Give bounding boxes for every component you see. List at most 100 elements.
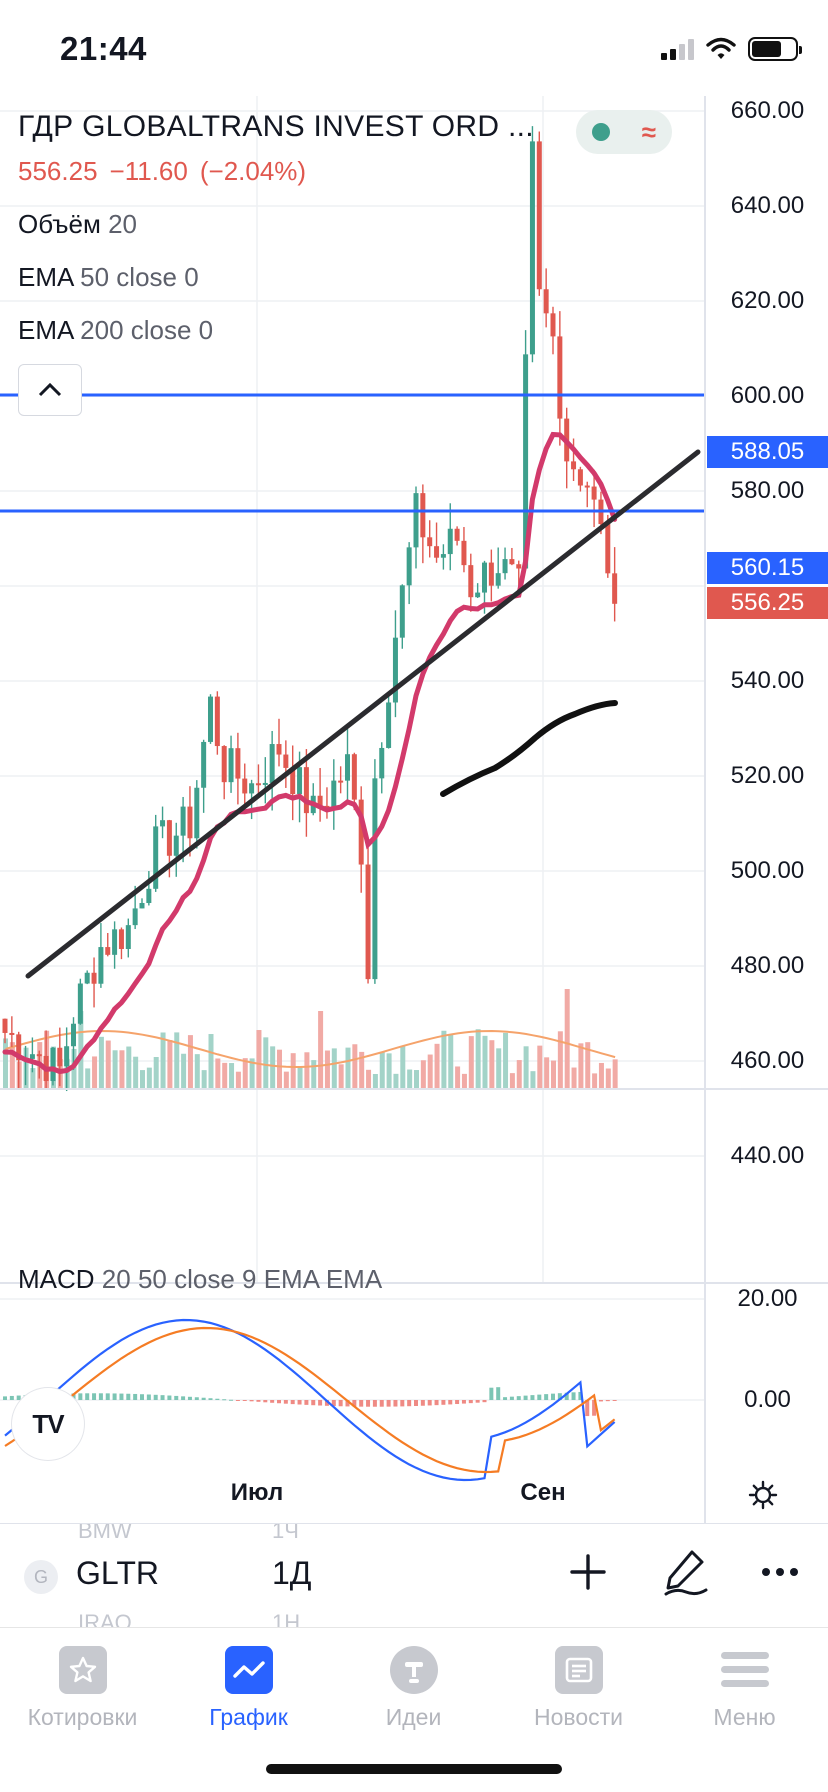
candle-body	[228, 748, 234, 783]
candle-body	[36, 1054, 42, 1057]
volume-bar	[414, 1070, 419, 1089]
candle-body	[591, 486, 597, 500]
drawing-tools-icon[interactable]	[662, 1546, 710, 1598]
candle-body	[365, 864, 371, 980]
macd-hist-bar	[318, 1400, 323, 1406]
candle-body	[571, 461, 577, 470]
candle-body	[242, 778, 248, 794]
collapse-legend-button[interactable]	[18, 364, 82, 416]
candle-body	[523, 354, 529, 569]
ema1-legend[interactable]: EMA 50 close 0	[18, 262, 534, 293]
nav-ideas[interactable]: Идеи	[331, 1646, 496, 1731]
time-label-jul: Июл	[230, 1479, 284, 1506]
market-open-dot-icon	[591, 123, 610, 141]
candle-body	[345, 754, 350, 781]
macd-hist-bar	[503, 1397, 508, 1400]
candle-body	[194, 787, 200, 839]
macd-legend[interactable]: MACD 20 50 close 9 EMA EMA	[18, 1264, 382, 1295]
candle-body	[9, 1032, 15, 1035]
volume-bar	[283, 1071, 289, 1089]
price-label: 600.00	[730, 382, 805, 409]
candle-body	[386, 702, 392, 748]
candle-body	[249, 783, 255, 794]
volume-bar	[420, 1060, 426, 1089]
macd-hist-bar	[475, 1400, 480, 1403]
volume-bar	[345, 1047, 351, 1089]
candle-body	[166, 820, 172, 856]
candle-body	[29, 1054, 35, 1059]
price-tag-hline-lower[interactable]: 560.15	[707, 552, 828, 584]
volume-bar	[468, 1036, 474, 1089]
price-label: 660.00	[730, 97, 805, 124]
volume-bar	[352, 1044, 358, 1089]
volume-bar	[482, 1035, 488, 1089]
volume-bar	[105, 1040, 111, 1089]
candle-body	[16, 1034, 22, 1061]
cellular-signal-icon	[661, 38, 694, 60]
volume-bar	[475, 1029, 481, 1089]
more-icon[interactable]	[756, 1550, 804, 1594]
macd-hist-bar	[345, 1400, 350, 1407]
candle-body	[118, 929, 124, 949]
volume-bar	[503, 1032, 509, 1089]
candle-body	[214, 696, 220, 747]
chart-area[interactable]: ГДР GLOBALTRANS INVEST ORD ... 556.25 −11…	[0, 96, 828, 1523]
price-tag-last[interactable]: 556.25	[707, 587, 828, 619]
nav-quotes[interactable]: Котировки	[0, 1646, 165, 1731]
candle-body	[71, 1023, 76, 1047]
nav-menu[interactable]: Меню	[662, 1646, 827, 1731]
home-indicator[interactable]	[266, 1764, 562, 1774]
volume-legend[interactable]: Объём 20	[18, 209, 534, 240]
nav-label: Новости	[533, 1704, 624, 1730]
candle-body	[495, 573, 501, 586]
candle-body	[536, 141, 542, 290]
volume-bar	[427, 1054, 433, 1089]
price-tag-hline-upper[interactable]: 588.05	[707, 436, 828, 468]
volume-bar	[461, 1073, 467, 1089]
macd-hist-bar	[16, 1395, 21, 1400]
macd-hist-bar	[366, 1400, 371, 1407]
macd-hist-bar	[537, 1394, 542, 1400]
volume-bar	[85, 1068, 91, 1089]
macd-params: 20 50 close 9 EMA EMA	[101, 1264, 383, 1294]
time-axis[interactable]: Июл Сен	[0, 1465, 705, 1523]
lightbulb-icon	[389, 1646, 438, 1694]
volume-bar	[338, 1064, 344, 1089]
wifi-icon	[706, 37, 736, 59]
nav-news[interactable]: Новости	[496, 1646, 661, 1731]
ema2-legend[interactable]: EMA 200 close 0	[18, 315, 534, 346]
candle-body	[317, 795, 323, 806]
macd-hist-bar	[242, 1400, 247, 1401]
nav-chart[interactable]: График	[166, 1646, 331, 1731]
candle-body	[482, 562, 487, 593]
symbol-selector[interactable]: GLTR	[76, 1555, 159, 1591]
market-status-toggle[interactable]: ≈	[576, 110, 672, 154]
macd-hist-bar	[167, 1395, 172, 1400]
macd-hist-bar	[496, 1387, 501, 1400]
volume-bar	[146, 1067, 152, 1089]
tradingview-logo-icon[interactable]: TV	[12, 1388, 84, 1460]
candle-body	[392, 637, 398, 703]
interval-selector[interactable]: 1Д	[272, 1555, 312, 1591]
macd-hist-bar	[544, 1394, 549, 1400]
volume-bar	[557, 1031, 563, 1089]
macd-hist-bar	[523, 1395, 528, 1400]
time-label-sep: Сен	[520, 1479, 566, 1506]
symbol-title[interactable]: ГДР GLOBALTRANS INVEST ORD ...	[18, 110, 534, 143]
volume-bar	[194, 1054, 200, 1089]
macd-hist-bar	[270, 1400, 275, 1403]
macd-hist-bar	[98, 1393, 103, 1400]
bottom-nav: Котировки График Идеи Новости Меню	[0, 1627, 828, 1792]
candle-body	[180, 806, 186, 836]
battery-icon	[748, 37, 802, 61]
volume-bar	[509, 1073, 515, 1089]
candle-body	[358, 799, 364, 865]
macd-hist-bar	[516, 1396, 521, 1400]
macd-hist-bar	[509, 1396, 514, 1400]
status-time: 21:44	[60, 30, 147, 67]
chart-settings-icon[interactable]	[748, 1480, 778, 1518]
plus-icon[interactable]	[564, 1548, 612, 1596]
volume-bar	[270, 1046, 276, 1089]
candle-body	[324, 805, 330, 808]
candle-body	[208, 696, 213, 742]
